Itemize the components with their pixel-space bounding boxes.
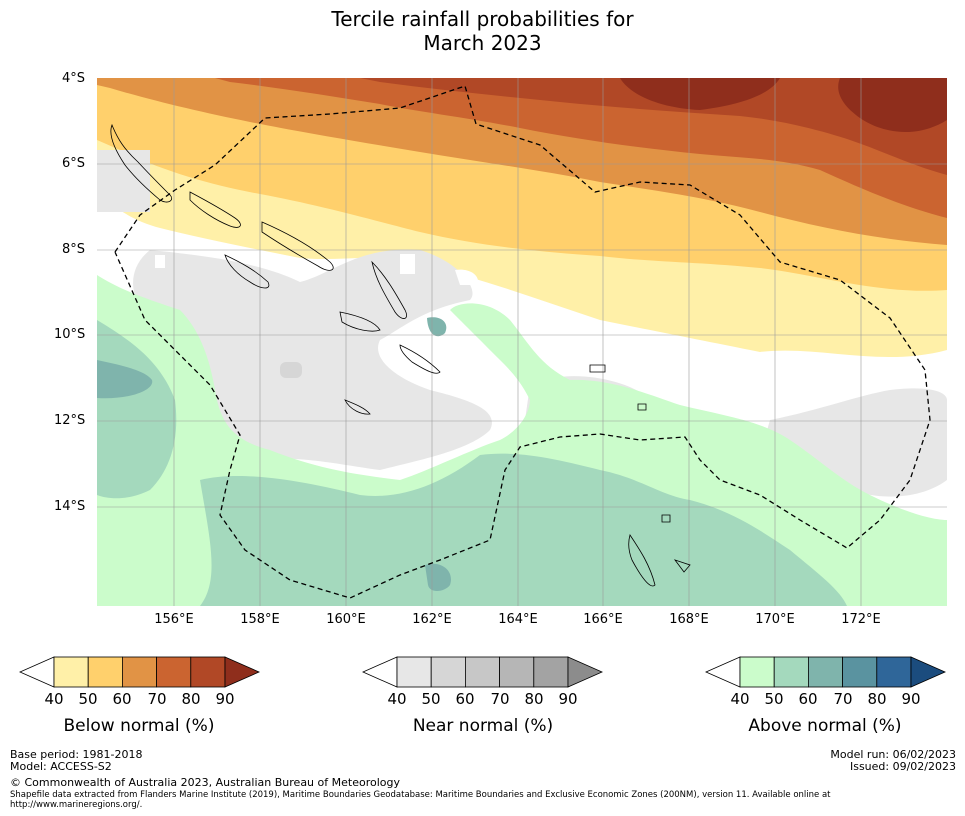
- shapefile-url: http://www.marineregions.org/.: [10, 800, 143, 810]
- above-normal-title: Above normal (%): [748, 716, 902, 736]
- lat-label-6s: 6°S: [62, 156, 86, 171]
- above-colorbar-low-extend: [705, 656, 741, 688]
- below-tick-80: 80: [181, 690, 201, 708]
- lat-label-14s: 14°S: [54, 499, 86, 514]
- near-colorbar-swatches: [362, 656, 603, 688]
- lon-label-168e: 168°E: [669, 612, 709, 627]
- above-50-zone: [97, 320, 847, 606]
- new-georgia-islands: [261, 221, 334, 271]
- near-colorbar-swatch: [430, 656, 466, 688]
- guadalcanal-island: [339, 311, 381, 332]
- eez-boundaries: [114, 85, 931, 599]
- above-colorbar-high-extend: [910, 656, 946, 688]
- above-colorbar-swatches: [705, 656, 946, 688]
- below-80-zone: [360, 78, 947, 175]
- above-colorbar-swatch: [842, 656, 878, 688]
- map-title-line-2: March 2023: [423, 31, 542, 55]
- above-tick-60: 60: [798, 690, 818, 708]
- near-normal-colorbar: [362, 656, 603, 688]
- rennell-island: [344, 399, 371, 415]
- near-colorbar-swatch: [533, 656, 569, 688]
- near-colorbar-high-extend: [567, 656, 603, 688]
- near-colorbar-swatch: [396, 656, 432, 688]
- graticule: [97, 78, 947, 606]
- below-colorbar-swatch: [156, 656, 192, 688]
- lon-label-156e: 156°E: [154, 612, 194, 627]
- lat-label-4s: 4°S: [62, 71, 86, 86]
- near-tick-40: 40: [387, 690, 407, 708]
- choiseul-island: [189, 191, 241, 228]
- probability-fields: [97, 78, 947, 606]
- above-tick-80: 80: [867, 690, 887, 708]
- vanuatu-islands: [628, 514, 691, 587]
- malaita-island: [371, 260, 407, 319]
- above-tick-70: 70: [833, 690, 853, 708]
- below-colorbar-swatch: [122, 656, 158, 688]
- below-tick-40: 40: [44, 690, 64, 708]
- above-colorbar-swatch: [739, 656, 775, 688]
- near-normal-title: Near normal (%): [412, 716, 554, 736]
- near-colorbar-swatch: [465, 656, 501, 688]
- above-normal-colorbar: [705, 656, 946, 688]
- bougainville-island: [110, 123, 173, 203]
- below-colorbar-swatch: [190, 656, 226, 688]
- below-colorbar-swatch: [87, 656, 123, 688]
- copyright: © Commonwealth of Australia 2023, Austra…: [10, 776, 400, 789]
- above-colorbar-swatch: [808, 656, 844, 688]
- below-colorbar-low-extend: [19, 656, 55, 688]
- santa-cruz-islands: [589, 364, 647, 411]
- above-tick-40: 40: [730, 690, 750, 708]
- lon-label-162e: 162°E: [412, 612, 452, 627]
- near-tick-50: 50: [421, 690, 441, 708]
- santa-isabel-island: [224, 254, 270, 289]
- lon-label-160e: 160°E: [326, 612, 366, 627]
- below-colorbar-high-extend: [224, 656, 260, 688]
- below-colorbar-swatches: [19, 656, 260, 688]
- shapefile-credit: Shapefile data extracted from Flanders M…: [10, 790, 831, 800]
- near-40-zone-nw: [97, 150, 150, 212]
- lon-label-170e: 170°E: [755, 612, 795, 627]
- below-normal-title: Below normal (%): [63, 716, 215, 736]
- near-tick-80: 80: [524, 690, 544, 708]
- near-40-zone-east: [760, 388, 947, 605]
- above-colorbar-swatch: [773, 656, 809, 688]
- near-50-zone: [280, 362, 302, 378]
- base-period: Base period: 1981-2018: [10, 748, 143, 761]
- near-tick-90: 90: [558, 690, 578, 708]
- below-colorbar-swatch: [53, 656, 89, 688]
- near-colorbar-swatch: [499, 656, 535, 688]
- white-gaps: [155, 254, 479, 285]
- below-90-zone: [620, 78, 947, 133]
- lat-label-8s: 8°S: [62, 242, 86, 257]
- near-colorbar-low-extend: [362, 656, 398, 688]
- lat-label-12s: 12°S: [54, 413, 86, 428]
- issued-date: Issued: 09/02/2023: [849, 760, 956, 773]
- below-tick-50: 50: [78, 690, 98, 708]
- above-tick-50: 50: [764, 690, 784, 708]
- below-tick-70: 70: [147, 690, 167, 708]
- below-tick-90: 90: [215, 690, 235, 708]
- makira-island: [399, 344, 441, 374]
- model-run: Model run: 06/02/2023: [830, 748, 956, 761]
- lon-label-158e: 158°E: [240, 612, 280, 627]
- below-tick-60: 60: [112, 690, 132, 708]
- map-title-line-1: Tercile rainfall probabilities for: [331, 7, 634, 31]
- coastlines: [110, 123, 691, 587]
- below-normal-colorbar: [19, 656, 260, 688]
- model-name: Model: ACCESS-S2: [10, 760, 112, 773]
- lon-label-172e: 172°E: [841, 612, 881, 627]
- lat-label-10s: 10°S: [54, 327, 86, 342]
- near-tick-70: 70: [490, 690, 510, 708]
- lon-label-164e: 164°E: [498, 612, 538, 627]
- lon-label-166e: 166°E: [583, 612, 623, 627]
- above-tick-90: 90: [901, 690, 921, 708]
- near-tick-60: 60: [455, 690, 475, 708]
- solomon-islands-eez: [114, 85, 931, 599]
- above-colorbar-swatch: [876, 656, 912, 688]
